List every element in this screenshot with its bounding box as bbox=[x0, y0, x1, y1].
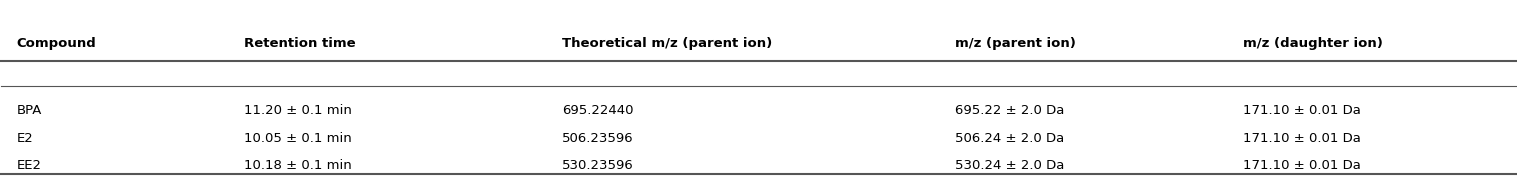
Text: 11.20 ± 0.1 min: 11.20 ± 0.1 min bbox=[244, 104, 352, 117]
Text: Theoretical m/z (parent ion): Theoretical m/z (parent ion) bbox=[561, 37, 772, 50]
Text: 10.05 ± 0.1 min: 10.05 ± 0.1 min bbox=[244, 132, 352, 145]
Text: 506.23596: 506.23596 bbox=[561, 132, 633, 145]
Text: 695.22440: 695.22440 bbox=[561, 104, 633, 117]
Text: 530.23596: 530.23596 bbox=[561, 159, 634, 172]
Text: BPA: BPA bbox=[17, 104, 42, 117]
Text: 171.10 ± 0.01 Da: 171.10 ± 0.01 Da bbox=[1242, 159, 1361, 172]
Text: 10.18 ± 0.1 min: 10.18 ± 0.1 min bbox=[244, 159, 352, 172]
Text: Compound: Compound bbox=[17, 37, 96, 50]
Text: 530.24 ± 2.0 Da: 530.24 ± 2.0 Da bbox=[956, 159, 1065, 172]
Text: 171.10 ± 0.01 Da: 171.10 ± 0.01 Da bbox=[1242, 132, 1361, 145]
Text: Retention time: Retention time bbox=[244, 37, 355, 50]
Text: 506.24 ± 2.0 Da: 506.24 ± 2.0 Da bbox=[956, 132, 1065, 145]
Text: m/z (daughter ion): m/z (daughter ion) bbox=[1242, 37, 1384, 50]
Text: 171.10 ± 0.01 Da: 171.10 ± 0.01 Da bbox=[1242, 104, 1361, 117]
Text: m/z (parent ion): m/z (parent ion) bbox=[956, 37, 1076, 50]
Text: EE2: EE2 bbox=[17, 159, 41, 172]
Text: 695.22 ± 2.0 Da: 695.22 ± 2.0 Da bbox=[956, 104, 1065, 117]
Text: E2: E2 bbox=[17, 132, 33, 145]
